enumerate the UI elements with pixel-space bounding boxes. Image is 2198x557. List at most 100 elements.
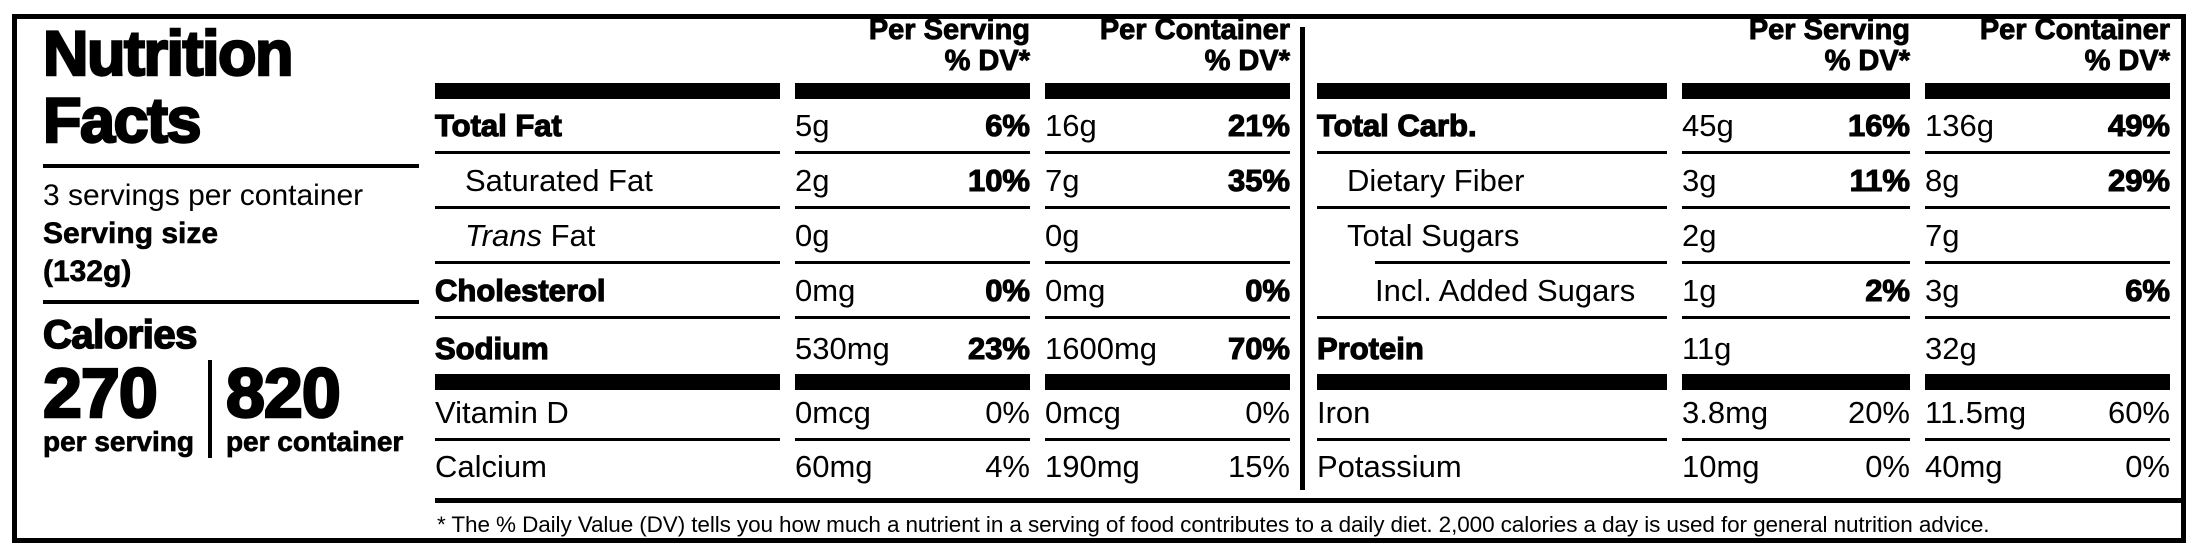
container-amount: 11.5mg (1925, 395, 2027, 430)
container-dv: 0% (2125, 449, 2170, 484)
serving-amount: 0mcg (795, 395, 871, 430)
label-header-panel: Nutrition Facts 3 servings per container… (17, 19, 435, 538)
serving-amount: 11g (1682, 331, 1732, 366)
added-sugars-per-container: 3g 6% (1925, 264, 2171, 319)
calories-per-container-block: 820 per container (225, 357, 404, 458)
calories-heading: Calories (42, 312, 198, 358)
per-container-column-header: Per Container % DV* (1925, 14, 2170, 83)
container-dv: 21% (1227, 108, 1290, 143)
daily-value-footnote: * The % Daily Value (DV) tells you how m… (435, 498, 2181, 538)
container-dv: 15% (1227, 449, 1290, 484)
protein-per-serving: 11g (1682, 319, 1910, 374)
serving-dv: 16% (1847, 108, 1910, 143)
nutrient-name-total-fat: Total Fat (434, 99, 780, 154)
iron-per-container: 11.5mg 60% (1925, 390, 2170, 441)
dv-header-label: % DV* (1204, 45, 1290, 77)
trans-fat-per-container: 0g (1045, 209, 1290, 264)
serving-amount: 0g (795, 218, 830, 253)
added-sugars-per-serving: 1g 2% (1682, 264, 1911, 319)
dietary-fiber-per-serving: 3g 11% (1682, 154, 1911, 209)
thick-bar (1045, 374, 1290, 390)
title-line-1: Nutrition (42, 19, 295, 89)
per-container-header-label: Per Container (1099, 14, 1290, 46)
serving-amount: 60mg (795, 449, 873, 484)
nutrients-table-left: Per Serving % DV* Per Container % DV* To… (434, 14, 1291, 496)
serving-dv: 0% (985, 273, 1031, 308)
tables-vertical-divider (1300, 27, 1305, 490)
thick-bar (435, 83, 780, 99)
nutrition-facts-title: Nutrition Facts (42, 19, 419, 156)
serving-dv: 10% (967, 163, 1030, 198)
serving-dv: 0% (985, 395, 1030, 430)
thick-bar (1317, 374, 1667, 390)
nutrient-tables: Per Serving % DV* Per Container % DV* To… (434, 14, 2181, 496)
thick-bar (1682, 83, 1910, 99)
cholesterol-per-container: 0mg 0% (1045, 264, 1291, 319)
per-serving-column-header: Per Serving % DV* (1682, 14, 1910, 83)
nutrient-name-total-sugars: Total Sugars (1317, 209, 1667, 264)
container-amount: 8g (1925, 163, 1960, 198)
container-dv: 60% (2107, 395, 2170, 430)
per-serving-column-header: Per Serving % DV* (795, 14, 1030, 83)
thick-bar (1317, 83, 1667, 99)
protein-per-container: 32g (1925, 319, 2170, 374)
container-dv: 35% (1227, 163, 1290, 198)
container-dv: 6% (2125, 273, 2171, 308)
thick-bar (1682, 374, 1910, 390)
nutrient-name-dietary-fiber: Dietary Fiber (1317, 154, 1667, 209)
serving-dv: 4% (985, 449, 1030, 484)
nutrition-facts-label: Nutrition Facts 3 servings per container… (12, 14, 2186, 543)
trans-fat-per-serving: 0g (795, 209, 1030, 264)
nutrient-name-trans-fat: Trans Fat (435, 209, 780, 264)
container-amount: 1600mg (1045, 331, 1158, 366)
container-amount: 0g (1045, 218, 1080, 253)
thick-bar (1925, 83, 2170, 99)
trans-italic: Trans (465, 218, 542, 253)
container-amount: 7g (1925, 218, 1960, 253)
potassium-per-container: 40mg 0% (1925, 441, 2170, 492)
potassium-per-serving: 10mg 0% (1682, 441, 1910, 492)
per-serving-header-label: Per Serving (868, 14, 1030, 46)
container-amount: 3g (1925, 273, 1960, 308)
dv-header-label: % DV* (1824, 45, 1910, 77)
calcium-per-container: 190mg 15% (1045, 441, 1290, 492)
dietary-fiber-per-container: 8g 29% (1925, 154, 2171, 209)
thick-bar (1925, 374, 2170, 390)
dv-header-label: % DV* (2084, 45, 2170, 77)
serving-dv: 23% (967, 331, 1030, 366)
container-amount: 40mg (1925, 449, 2003, 484)
total-carb-per-container: 136g 49% (1925, 99, 2171, 154)
calories-divider (207, 360, 212, 458)
cholesterol-per-serving: 0mg 0% (795, 264, 1031, 319)
header-spacer (435, 23, 780, 83)
serving-amount: 1g (1682, 273, 1717, 308)
sodium-per-container: 1600mg 70% (1045, 319, 1291, 374)
per-container-column-header: Per Container % DV* (1045, 14, 1290, 83)
serving-amount: 2g (1682, 218, 1717, 253)
nutrient-name-protein: Protein (1316, 331, 1424, 366)
total-carb-per-serving: 45g 16% (1682, 99, 1911, 154)
header-spacer (1317, 23, 1667, 83)
iron-per-serving: 3.8mg 20% (1682, 390, 1910, 441)
container-dv: 49% (2107, 108, 2170, 143)
total-fat-per-container: 16g 21% (1045, 99, 1291, 154)
container-dv: 70% (1227, 331, 1290, 366)
serving-amount: 45g (1682, 108, 1734, 143)
nutrient-name-potassium: Potassium (1317, 449, 1462, 484)
divider-rule (43, 300, 419, 304)
container-dv: 0% (1245, 395, 1290, 430)
calories-per-container-label: per container (225, 426, 404, 458)
dv-header-label: % DV* (944, 45, 1030, 77)
vitamin-d-per-container: 0mcg 0% (1045, 390, 1290, 441)
total-sugars-per-container: 7g (1925, 209, 2170, 264)
title-line-2: Facts (42, 86, 203, 156)
nutrient-name-saturated-fat: Saturated Fat (435, 154, 780, 209)
container-amount: 32g (1925, 331, 1977, 366)
saturated-fat-per-serving: 2g 10% (795, 154, 1031, 209)
total-fat-per-serving: 5g 6% (795, 99, 1031, 154)
serving-dv: 0% (1865, 449, 1910, 484)
nutrient-name-cholesterol: Cholesterol (434, 264, 780, 319)
serving-dv: 2% (1865, 273, 1911, 308)
serving-dv: 6% (985, 108, 1031, 143)
nutrient-name-calcium: Calcium (435, 449, 547, 484)
